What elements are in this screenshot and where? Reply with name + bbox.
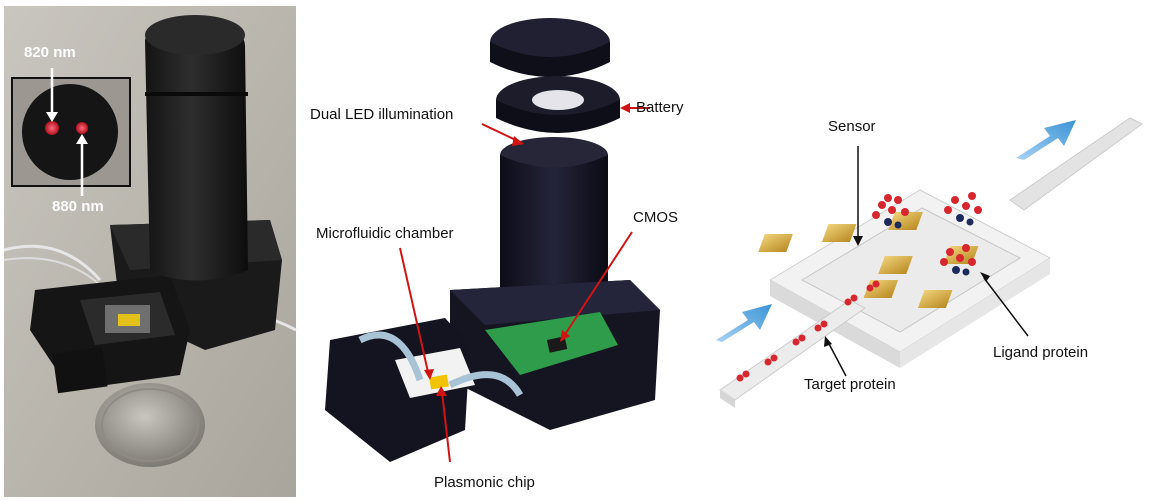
label-plasmonic-chip: Plasmonic chip bbox=[434, 474, 535, 491]
inset-label-820: 820 nm bbox=[24, 44, 76, 61]
led-880-icon bbox=[76, 122, 88, 134]
inset-label-880: 880 nm bbox=[52, 198, 104, 215]
outflow-arrow-icon bbox=[1016, 120, 1076, 160]
device-photo bbox=[3, 6, 297, 497]
inflow-arrow-icon bbox=[716, 304, 772, 342]
label-cmos: CMOS bbox=[633, 209, 678, 226]
label-microfluidic-chamber: Microfluidic chamber bbox=[316, 225, 454, 242]
plasmonic-chip-icon bbox=[429, 374, 449, 390]
led-820-icon bbox=[45, 121, 59, 135]
label-battery: Battery bbox=[636, 99, 684, 116]
label-target-protein: Target protein bbox=[804, 376, 896, 393]
ligand-protein-cluster bbox=[872, 192, 982, 266]
target-protein-cluster bbox=[736, 280, 880, 382]
label-dual-led: Dual LED illumination bbox=[310, 106, 454, 123]
label-ligand-protein: Ligand protein bbox=[993, 344, 1089, 361]
schematic-panel: Sensor Ligand protein Target protein bbox=[710, 0, 1152, 501]
sensing-schematic bbox=[716, 117, 1143, 408]
label-sensor: Sensor bbox=[828, 118, 876, 135]
cad-diagram bbox=[325, 18, 660, 463]
cad-panel: Dual LED illumination Battery CMOS Micro… bbox=[300, 0, 710, 501]
device-photo-panel: 820 nm 880 nm bbox=[0, 0, 300, 501]
